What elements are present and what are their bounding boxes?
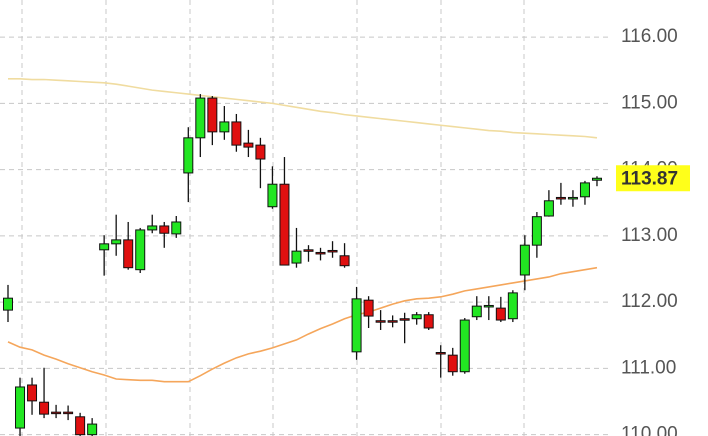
candle-body — [111, 239, 122, 245]
candle-body — [207, 97, 218, 133]
moving-average-line — [8, 78, 598, 139]
candle-body — [279, 183, 290, 266]
candle-body — [291, 250, 302, 264]
candle-body — [39, 401, 50, 415]
candle-body — [27, 384, 38, 402]
candle-body — [471, 305, 482, 318]
candle-body — [303, 249, 314, 252]
moving-average-line — [7, 266, 598, 383]
candle-body — [87, 423, 98, 436]
y-tick-label: 110.00 — [621, 424, 678, 436]
candle-body — [423, 314, 434, 329]
last-price-label: 113.87 — [621, 168, 678, 189]
candle-body — [519, 244, 530, 276]
candle-body — [315, 251, 326, 255]
candle-body — [3, 297, 13, 311]
candle-body — [543, 200, 554, 217]
candle-body — [195, 97, 206, 139]
candle-body — [171, 221, 182, 235]
y-tick-label: 116.00 — [621, 26, 678, 47]
candle-body — [147, 225, 158, 231]
candle-body — [579, 182, 590, 198]
candle-body — [123, 239, 134, 269]
candle-body — [495, 307, 506, 321]
candle-body — [567, 196, 578, 200]
candle-body — [483, 304, 494, 308]
candle-body — [447, 354, 458, 373]
candle-body — [435, 352, 446, 355]
candle-body — [75, 416, 86, 436]
candle-body — [363, 299, 374, 317]
candle-body — [15, 386, 26, 429]
candle-body — [231, 121, 242, 146]
candle-body — [63, 411, 74, 415]
y-tick-label: 115.00 — [621, 92, 678, 113]
candle-body — [135, 229, 146, 271]
candle-body — [387, 320, 398, 323]
candle-body — [507, 292, 518, 320]
y-tick-label: 111.00 — [621, 357, 676, 378]
candle-body — [351, 298, 362, 353]
candle-body — [375, 320, 386, 323]
candle-body — [219, 121, 230, 133]
candle-body — [243, 142, 254, 148]
candle-body — [531, 216, 542, 246]
candle-body — [399, 318, 410, 321]
candle-body — [327, 249, 338, 253]
candle-body — [459, 319, 470, 373]
y-tick-label: 112.00 — [621, 291, 678, 312]
candle-body — [183, 137, 194, 174]
candle-body — [339, 255, 350, 267]
candle-body — [99, 243, 110, 251]
candle-body — [159, 225, 170, 234]
candle-body — [411, 314, 422, 320]
candle-body — [255, 144, 266, 160]
y-tick-label: 113.00 — [621, 225, 678, 246]
vertical-grid — [21, 0, 525, 436]
candle-body — [267, 183, 278, 208]
candle-body — [51, 411, 62, 415]
candle-body — [555, 196, 566, 200]
candle-body — [591, 177, 602, 181]
last-price-box — [616, 165, 690, 192]
